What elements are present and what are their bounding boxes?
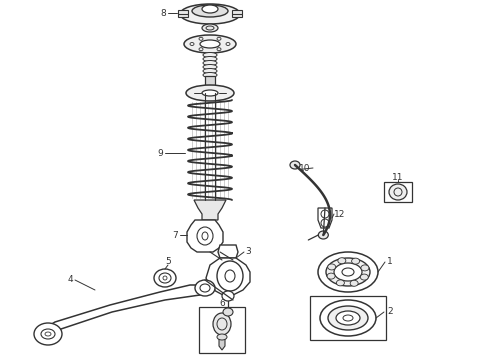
Text: 2: 2	[387, 307, 393, 316]
Ellipse shape	[360, 274, 368, 280]
Ellipse shape	[223, 308, 233, 316]
Polygon shape	[218, 245, 238, 258]
Ellipse shape	[337, 280, 344, 286]
Ellipse shape	[290, 161, 300, 169]
Ellipse shape	[213, 313, 231, 335]
Polygon shape	[205, 76, 215, 90]
Ellipse shape	[154, 269, 176, 287]
Text: 9: 9	[157, 149, 163, 158]
Ellipse shape	[217, 334, 227, 340]
Ellipse shape	[203, 57, 217, 62]
Polygon shape	[232, 10, 242, 17]
Ellipse shape	[328, 264, 336, 270]
Ellipse shape	[203, 68, 217, 73]
Text: 5: 5	[165, 256, 171, 266]
Ellipse shape	[327, 273, 335, 279]
Ellipse shape	[222, 291, 234, 301]
Polygon shape	[206, 258, 250, 295]
Ellipse shape	[200, 40, 220, 48]
Ellipse shape	[350, 280, 358, 286]
Ellipse shape	[328, 306, 368, 330]
Text: 1: 1	[387, 257, 393, 266]
Ellipse shape	[180, 4, 240, 24]
Bar	[310, 296, 386, 340]
Bar	[199, 307, 245, 353]
Polygon shape	[194, 200, 226, 220]
Ellipse shape	[203, 60, 217, 66]
Text: 8: 8	[160, 9, 166, 18]
Ellipse shape	[202, 90, 218, 96]
Polygon shape	[178, 10, 188, 17]
Ellipse shape	[186, 85, 234, 101]
Ellipse shape	[361, 265, 369, 271]
Text: 10: 10	[299, 163, 311, 172]
Ellipse shape	[334, 263, 362, 281]
Ellipse shape	[326, 258, 370, 286]
Text: 6: 6	[219, 300, 225, 309]
Polygon shape	[38, 285, 215, 338]
Ellipse shape	[203, 64, 217, 69]
Ellipse shape	[338, 258, 346, 264]
Ellipse shape	[195, 280, 215, 296]
Ellipse shape	[336, 311, 360, 325]
Text: 12: 12	[334, 210, 345, 219]
Ellipse shape	[203, 72, 217, 77]
Ellipse shape	[352, 258, 360, 264]
Ellipse shape	[389, 184, 407, 200]
Ellipse shape	[202, 5, 218, 13]
Ellipse shape	[34, 323, 62, 345]
Polygon shape	[318, 208, 332, 228]
Ellipse shape	[320, 300, 376, 336]
Polygon shape	[187, 220, 223, 252]
Ellipse shape	[318, 231, 328, 239]
Polygon shape	[219, 335, 225, 350]
Ellipse shape	[184, 35, 236, 53]
Ellipse shape	[203, 53, 217, 58]
Ellipse shape	[192, 5, 228, 17]
Bar	[384, 182, 412, 202]
Text: 3: 3	[245, 248, 251, 256]
Text: 7: 7	[172, 230, 178, 239]
Ellipse shape	[202, 24, 218, 32]
Text: 11: 11	[392, 172, 404, 181]
Ellipse shape	[318, 252, 378, 292]
Text: 4: 4	[67, 275, 73, 284]
